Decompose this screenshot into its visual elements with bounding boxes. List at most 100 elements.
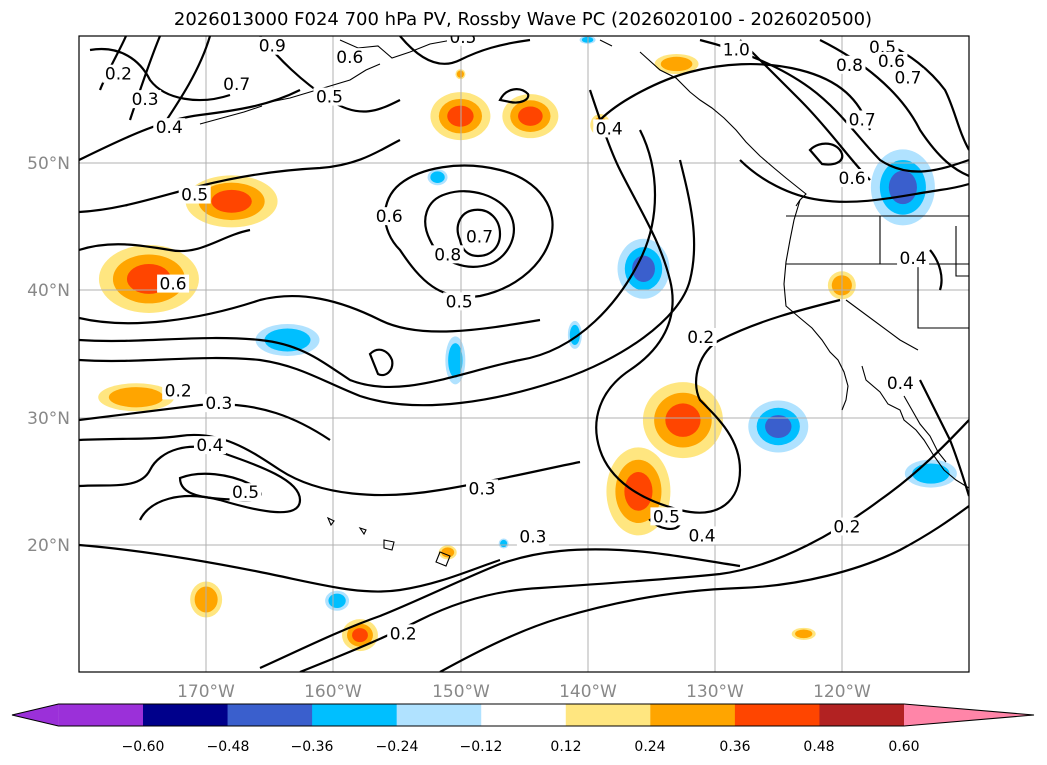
contour-label: 0.3: [205, 394, 232, 414]
contour-line: [929, 249, 943, 291]
colorbar-segment: [312, 704, 398, 726]
positive-anomaly-shading: [624, 472, 653, 511]
contour-label: 0.8: [434, 245, 461, 265]
lon-label: 160°W: [304, 682, 362, 702]
contour-label: 0.6: [160, 275, 187, 295]
lat-label: 30°N: [27, 409, 70, 429]
contour-label: 0.6: [878, 52, 905, 72]
contour-label: 0.5: [232, 483, 259, 503]
contour-label: 0.4: [887, 374, 914, 394]
contour-line: [739, 159, 969, 203]
colorbar-tick-label: −0.12: [460, 739, 503, 755]
colorbar-tick-label: −0.48: [207, 739, 250, 755]
lon-label: 120°W: [813, 682, 871, 702]
contour-line: [919, 379, 969, 497]
contour-label: 0.4: [596, 119, 623, 139]
negative-anomaly-shading: [912, 463, 950, 484]
lon-label: 130°W: [686, 682, 744, 702]
contour-label-background: [157, 274, 190, 293]
contour-label: 0.5: [446, 292, 473, 312]
contour-label-background: [333, 48, 366, 67]
contour-label-background: [891, 68, 924, 87]
negative-anomaly-shading: [765, 415, 792, 438]
contour-label: 0.5: [181, 186, 208, 206]
lon-label: 150°W: [432, 682, 490, 702]
lon-label: 170°W: [177, 682, 235, 702]
contour-line: [79, 89, 301, 161]
contour-label: 0.4: [688, 526, 715, 546]
colorbar-tick-label: 0.24: [634, 739, 665, 755]
colorbar-outline: [11, 703, 1035, 727]
contour-label-background: [431, 245, 464, 264]
contour-label: 0.7: [849, 110, 876, 130]
contour-label-background: [387, 624, 420, 643]
contour-label: 0.9: [259, 37, 286, 57]
contour-line: [79, 159, 696, 407]
contour-line: [79, 543, 501, 593]
lat-label: 50°N: [27, 154, 70, 174]
negative-anomaly-shading: [264, 328, 311, 352]
negative-anomaly-shading: [448, 343, 463, 378]
contour-label-background: [884, 373, 917, 392]
colorbar-extend-min: [12, 704, 59, 726]
contour-label: 0.7: [466, 228, 493, 248]
contour-label-background: [446, 36, 479, 46]
contour-line: [498, 88, 530, 104]
contour-label-background: [897, 249, 930, 268]
colorbar-segment: [734, 704, 820, 726]
colorbar-segment: [396, 704, 482, 726]
positive-anomaly-shading: [352, 628, 368, 643]
colorbar-tick-label: 0.48: [803, 739, 834, 755]
contour-line: [599, 63, 872, 131]
contour-label-background: [836, 169, 869, 188]
contour-label: 0.5: [316, 88, 343, 108]
contour-label: 0.5: [653, 507, 680, 527]
contour-line: [79, 403, 331, 441]
contour-label: 0.3: [519, 528, 546, 548]
contour-line: [424, 190, 515, 268]
contour-label-background: [875, 51, 908, 70]
contour-label-background: [373, 207, 406, 226]
positive-anomaly-shading: [795, 629, 813, 639]
contour-line: [368, 348, 394, 377]
contour-line: [439, 505, 969, 672]
contour-label-background: [466, 479, 499, 498]
contour-label: 0.6: [839, 169, 866, 189]
contour-label-background: [593, 119, 626, 138]
positive-anomaly-shading: [456, 70, 465, 78]
map-layers: 0.51.0 0.50.60.70.80.70.60.40.20.30.40.70…: [79, 36, 969, 672]
contour-label: 0.2: [687, 328, 714, 348]
lat-label: 20°N: [27, 536, 70, 556]
contour-label: 1.0: [723, 41, 750, 61]
colorbar-segment: [58, 704, 143, 726]
shaded-anomalies: [98, 36, 957, 652]
contour-line: [79, 228, 251, 253]
longitude-labels: 170°W 160°W 150°W 140°W 130°W 120°W: [177, 682, 871, 702]
colorbar-extend-max: [904, 704, 1034, 726]
contour-label-background: [193, 436, 226, 455]
negative-anomaly-shading: [888, 170, 917, 205]
contour-label-background: [202, 394, 235, 413]
contour-line: [699, 38, 969, 173]
contour-label: 0.7: [223, 75, 250, 95]
positive-anomaly-shading: [447, 105, 474, 127]
contour-line: [808, 142, 844, 166]
positive-anomaly-shading: [211, 189, 252, 213]
contour-label-background: [650, 507, 683, 526]
contour-label-background: [102, 64, 135, 83]
contour-line: [79, 294, 541, 333]
north-america-coast: [783, 199, 969, 489]
latitude-labels: 50°N 40°N 30°N 20°N: [27, 154, 70, 556]
contour-label-background: [178, 185, 211, 204]
alaska-coast: [199, 39, 807, 207]
colorbar-tick-label: 0.60: [888, 739, 919, 755]
contour-label: 0.8: [836, 56, 863, 76]
contour-label-background: [256, 36, 289, 55]
contour-label: 0.6: [376, 207, 403, 227]
coastlines: [199, 39, 969, 567]
contour-label-background: [129, 90, 162, 109]
contour-label-background: [846, 110, 879, 129]
contour-label-background: [684, 328, 717, 347]
contour-label-background: [833, 55, 866, 74]
map-title: 2026013000 F024 700 hPa PV, Rossby Wave …: [174, 9, 872, 30]
